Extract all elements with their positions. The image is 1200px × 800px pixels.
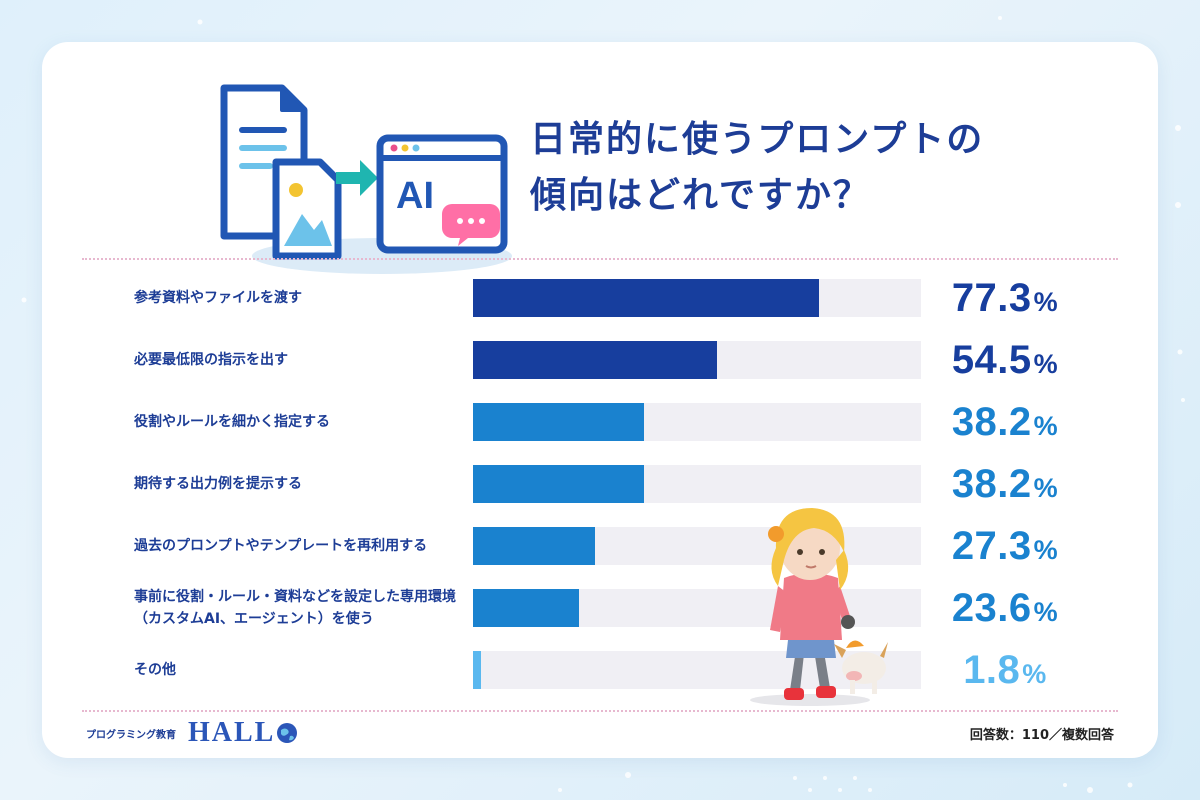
bar-row: 事前に役割・ルール・資料などを設定した専用環境 （カスタムAI、エージェント）を… [42,578,1158,638]
category-label: 必要最低限の指示を出す [134,352,288,368]
bar [473,651,482,689]
value-unit: % [1033,534,1059,565]
bar [473,341,718,379]
category-label: 過去のプロンプトやテンプレートを再利用する [134,538,428,554]
category-label: 役割やルールを細かく指定する [134,414,330,430]
chart-card: AI 日常的に使うプロンプトの 傾向はどれですか？ 参考資料やファイルを渡す 77… [42,42,1158,758]
chat-bubble-icon [442,204,500,246]
bar-row: 役割やルールを細かく指定する 38.2% [42,392,1158,452]
value-unit: % [1033,410,1059,441]
bar-row: 過去のプロンプトやテンプレートを再利用する 27.3% [42,516,1158,576]
globe-icon [277,723,298,743]
bar-track [473,279,921,317]
value-label: 77.3% [930,268,1080,328]
value-label: 27.3% [930,516,1080,576]
value-unit: % [1033,348,1059,379]
arrow-right-icon [336,160,378,196]
header-illustration: AI [220,84,512,274]
category-label: その他 [134,662,176,678]
value-label: 54.5% [930,330,1080,390]
bottom-divider [82,710,1118,712]
bar [473,465,645,503]
bar-track [473,465,921,503]
value-unit: % [1033,596,1059,627]
bar-row: 必要最低限の指示を出す 54.5% [42,330,1158,390]
value-unit: % [1033,286,1059,317]
bar [473,403,645,441]
category-label: 事前に役割・ルール・資料などを設定した専用環境 （カスタムAI、エージェント）を… [134,589,456,627]
bar-track [473,403,921,441]
top-divider [82,258,1118,260]
category-label: 期待する出力例を提示する [134,476,302,492]
value-number: 23.6 [951,585,1032,630]
brand-subtitle: プログラミング教育 [86,729,176,741]
value-label: 38.2% [930,454,1080,514]
value-label: 23.6% [930,578,1080,638]
mascot-illustration [750,508,888,706]
value-number: 1.8 [963,647,1021,692]
value-number: 27.3 [951,523,1032,568]
value-label: 1.8% [930,640,1080,700]
bar-row: 期待する出力例を提示する 38.2% [42,454,1158,514]
value-number: 38.2 [951,399,1032,444]
response-count-note: 回答数：110／複数回答 [969,728,1114,743]
brand-name-text: HALL [188,717,276,748]
bar-row: その他 1.8% [42,640,1158,700]
value-number: 38.2 [951,461,1032,506]
bar [473,279,820,317]
value-number: 54.5 [951,337,1032,382]
ai-text: AI [396,175,434,217]
brand-name: HALL [188,717,298,749]
bar-row: 参考資料やファイルを渡す 77.3% [42,268,1158,328]
bar-track [473,341,921,379]
value-number: 77.3 [951,275,1032,320]
value-unit: % [1022,658,1047,689]
chart-title: 日常的に使うプロンプトの 傾向はどれですか？ [530,112,984,224]
bar [473,527,596,565]
chart-title-line-2: 傾向はどれですか？ [530,175,871,216]
chart-title-line-1: 日常的に使うプロンプトの [530,119,985,160]
bar [473,589,579,627]
category-label: 参考資料やファイルを渡す [134,290,302,306]
value-unit: % [1033,472,1059,503]
value-label: 38.2% [930,392,1080,452]
image-icon [272,158,342,260]
brand-logo: プログラミング教育 HALL [86,717,298,749]
